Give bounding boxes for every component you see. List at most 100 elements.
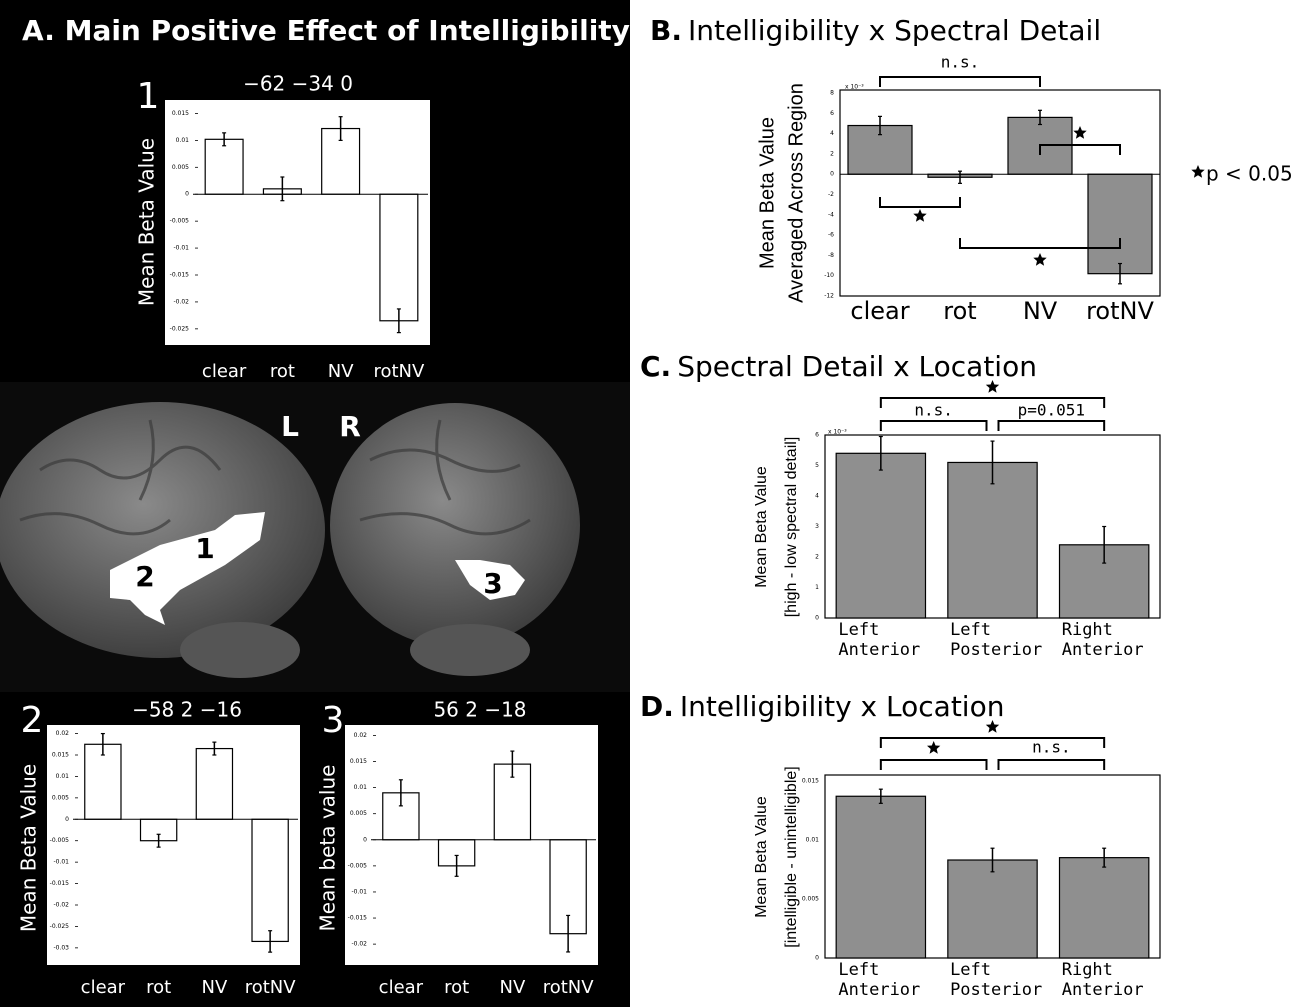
y-tick-label: -2	[828, 191, 834, 198]
y-tick-label: -10	[824, 272, 834, 279]
brain-image	[0, 382, 630, 692]
y-tick-label: -0.01	[53, 859, 69, 866]
y-tick-label: 6	[830, 110, 834, 117]
y-tick-label: 0.02	[56, 730, 70, 737]
x-tick-label: Posterior	[950, 640, 1042, 660]
y-tick-label: 0	[830, 171, 834, 178]
y-axis-label: [high - low spectral detail]	[783, 437, 800, 618]
y-tick-label: 0.02	[354, 732, 368, 739]
x-tick-label: clear	[202, 361, 247, 382]
y-tick-label: -12	[824, 293, 834, 300]
significance-bracket	[880, 77, 1040, 87]
y-tick-label: -0.015	[348, 915, 368, 922]
bracket-label: n.s.	[941, 53, 980, 72]
significance-bracket	[999, 760, 1105, 770]
y-tick-label: 0	[815, 955, 819, 962]
y-tick-label: -0.01	[351, 888, 367, 895]
panel-number: 3	[322, 700, 345, 741]
title-text: Intelligibility x Spectral Detail	[688, 14, 1101, 47]
y-tick-label: -0.005	[170, 218, 190, 225]
y-tick-label: 0.015	[802, 777, 819, 784]
y-tick-label: 0.005	[52, 794, 69, 801]
y-tick-label: 0.005	[802, 895, 819, 902]
y-tick-label: 0	[185, 191, 189, 198]
y-tick-label: 0.01	[56, 773, 70, 780]
panel-title: D.Intelligibility x Location	[640, 690, 1004, 723]
significance-bracket	[881, 760, 987, 770]
title-text: Spectral Detail x Location	[677, 350, 1037, 383]
x-tick-label: NV	[499, 977, 525, 998]
bar	[948, 462, 1037, 618]
x-tick-label: rot	[943, 297, 976, 325]
cerebellum	[180, 622, 300, 678]
x-tick-label: rotNV	[245, 977, 297, 998]
y-axis-label: Averaged Across Region	[785, 83, 807, 303]
y-tick-label: -0.02	[53, 902, 69, 909]
x-tick-label: Left	[950, 620, 991, 640]
region-label: 2	[135, 560, 154, 593]
y-tick-label: 2	[830, 150, 834, 157]
y-tick-label: 4	[815, 493, 819, 500]
y-tick-label: 6	[815, 432, 819, 439]
x-tick-label: clear	[81, 977, 126, 998]
bar	[252, 819, 288, 941]
panel-title: A. Main Positive Effect of Intelligibili…	[22, 14, 630, 47]
title-text: Intelligibility x Location	[680, 690, 1005, 723]
y-tick-label: -6	[828, 232, 834, 239]
bar	[196, 749, 232, 820]
x-tick-label: rot	[146, 977, 171, 998]
bar	[836, 453, 925, 618]
x-tick-label: Left	[950, 960, 991, 980]
y-tick-label: -0.03	[53, 944, 69, 951]
y-tick-label: -8	[828, 252, 834, 259]
y-tick-label: 4	[830, 130, 834, 137]
panel-number: 1	[137, 76, 160, 117]
bar	[380, 194, 418, 321]
x-tick-label: Anterior	[838, 640, 920, 660]
region-label: 3	[483, 567, 502, 600]
y-axis-label: [intelligible - unintelligible]	[783, 766, 800, 947]
y-tick-label: 3	[815, 523, 819, 530]
x-tick-label: rot	[444, 977, 469, 998]
y-tick-label: 0	[65, 816, 69, 823]
y-tick-label: 0	[815, 615, 819, 622]
bracket-label: n.s.	[1032, 738, 1071, 757]
y-tick-label: 0.015	[52, 752, 69, 759]
figure: L R 1 2 3 A. Main Positive Effect of Intellig…	[0, 0, 1306, 1007]
y-axis-label: Mean Beta Value	[17, 764, 41, 932]
y-axis-label: Mean Beta Value	[753, 466, 770, 588]
x-tick-label: Left	[838, 620, 879, 640]
y-tick-label: -0.005	[50, 837, 70, 844]
bracket-label: p=0.051	[1018, 401, 1085, 420]
x-tick-label: Posterior	[950, 980, 1042, 1000]
x-tick-label: NV	[1023, 297, 1058, 325]
y-tick-label: 1	[815, 584, 819, 591]
bar	[205, 139, 243, 194]
panel-letter: B.	[650, 14, 682, 47]
y-tick-label: -0.015	[170, 272, 190, 279]
panel-letter: C.	[640, 350, 671, 383]
panel-title: B.Intelligibility x Spectral Detail	[650, 14, 1101, 47]
y-tick-label: 5	[815, 462, 819, 469]
hemisphere-label: L	[281, 410, 299, 443]
y-tick-label: -0.01	[173, 245, 189, 252]
significance-bracket	[881, 421, 987, 431]
hemisphere-label: R	[339, 410, 361, 443]
coordinates: −62 −34 0	[243, 72, 353, 96]
x-tick-label: NV	[328, 361, 354, 382]
coordinates: −58 2 −16	[132, 698, 242, 722]
x-tick-label: Right	[1062, 960, 1113, 980]
y-tick-label: -0.015	[50, 880, 70, 887]
y-tick-label: 0.005	[172, 164, 189, 171]
x-tick-label: clear	[850, 297, 909, 325]
x-tick-label: rotNV	[1086, 297, 1154, 325]
x-tick-label: Anterior	[1062, 640, 1144, 660]
x-tick-label: Anterior	[1062, 980, 1144, 1000]
x-tick-label: Left	[838, 960, 879, 980]
y-tick-label: 0.01	[176, 137, 190, 144]
y-tick-label: -0.005	[348, 862, 368, 869]
y-tick-label: -0.025	[170, 325, 190, 332]
y-tick-label: 0.015	[172, 110, 189, 117]
